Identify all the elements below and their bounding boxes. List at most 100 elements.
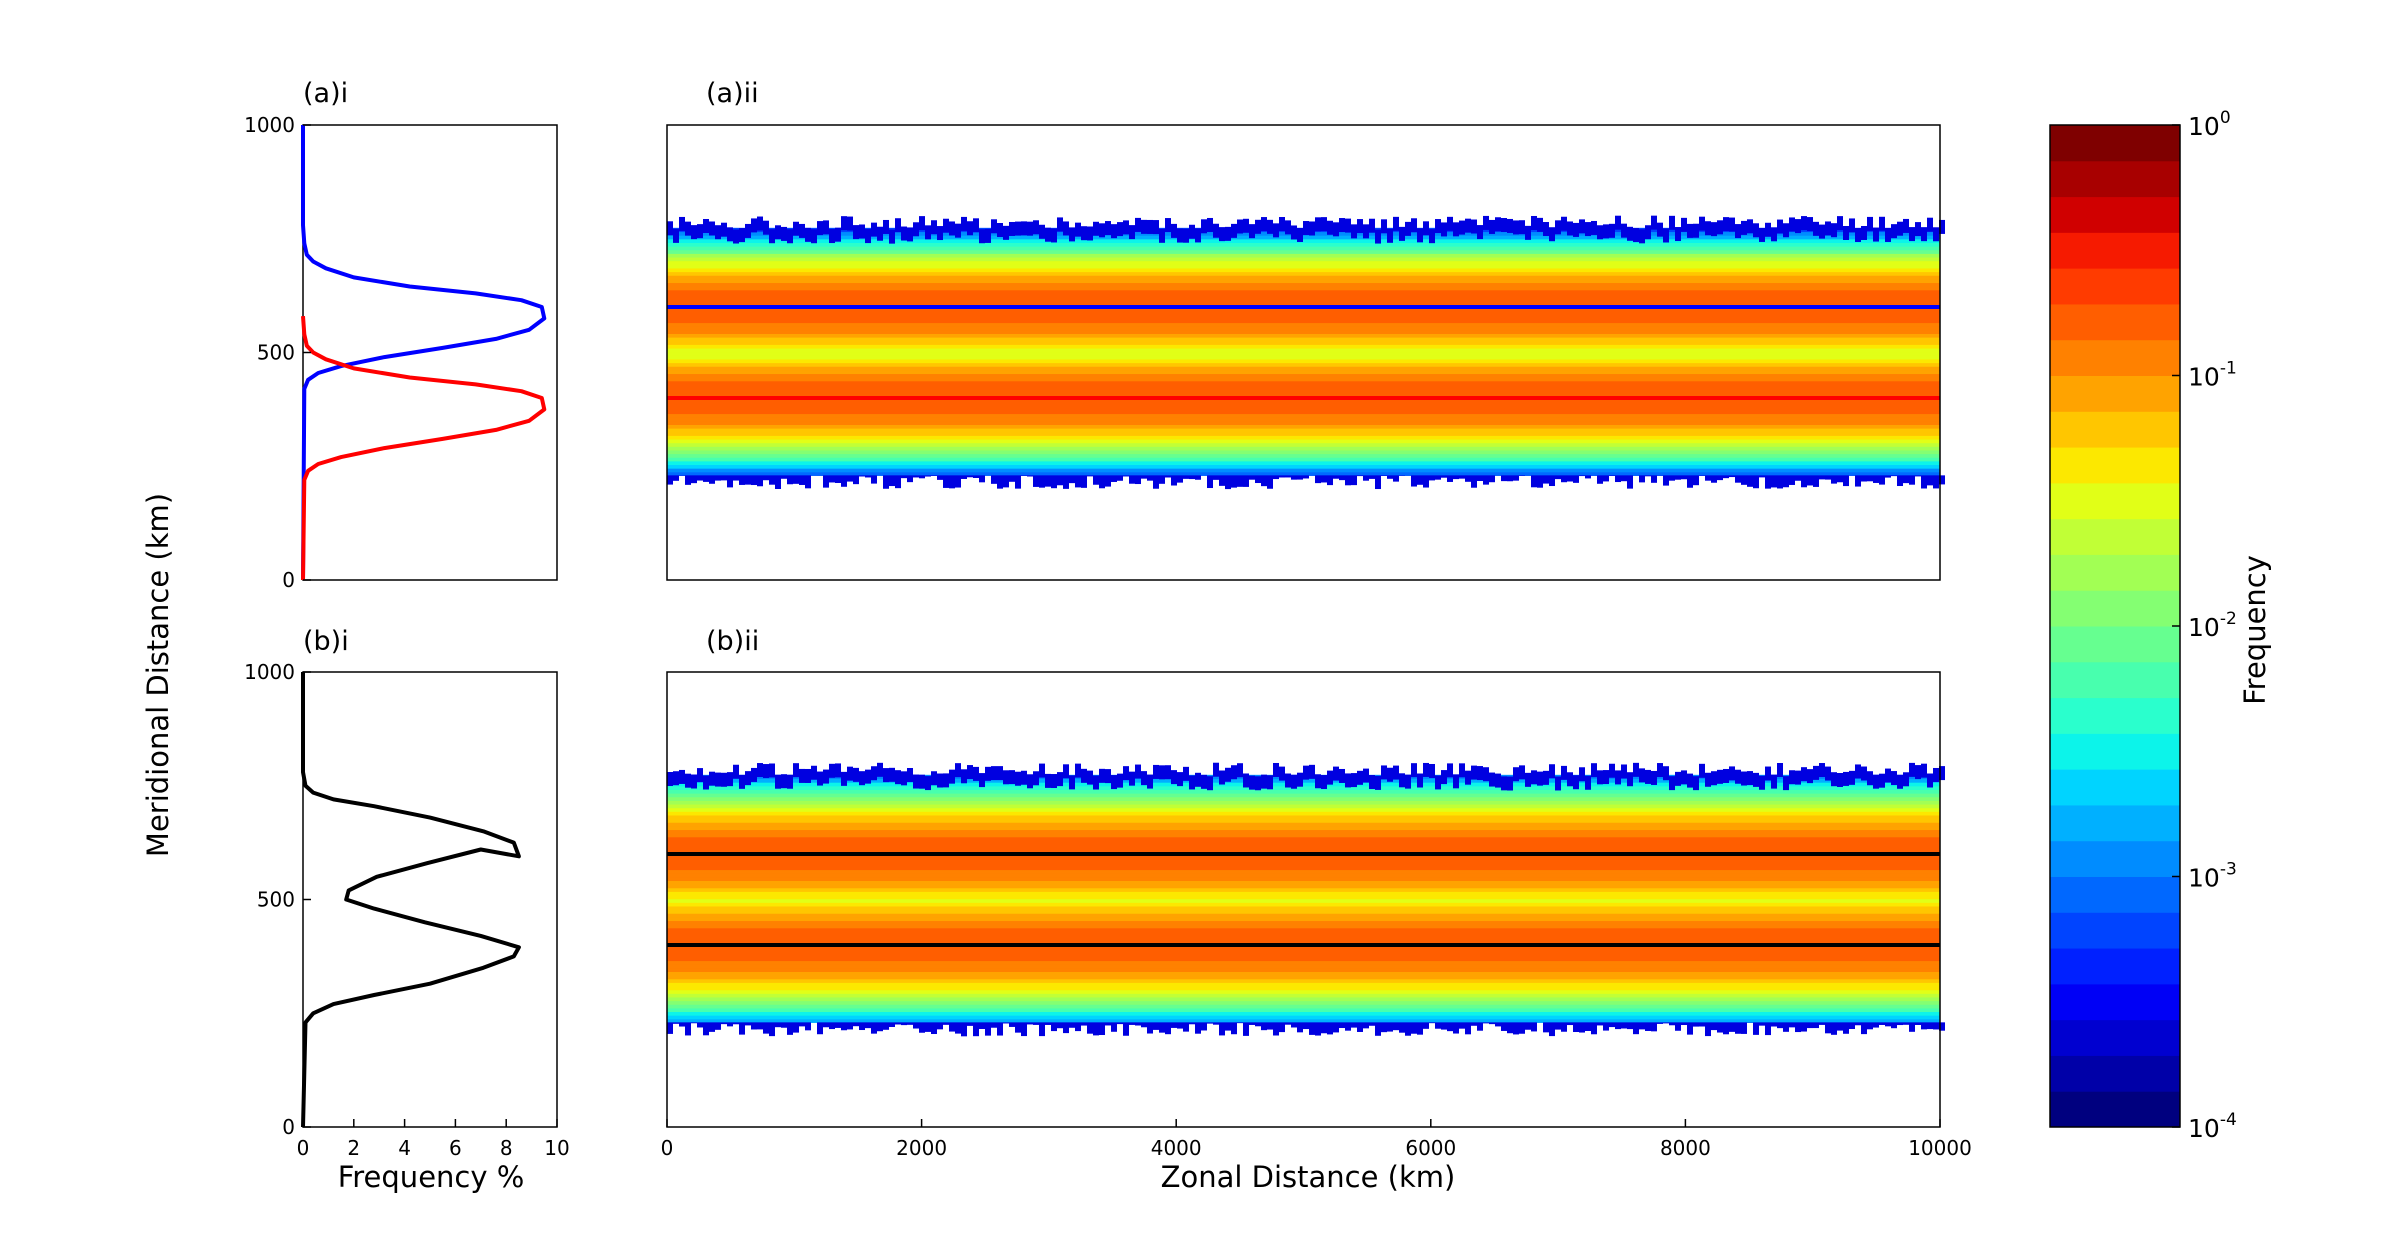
heatmap-edge — [1243, 475, 1249, 487]
heatmap-edge — [895, 475, 901, 489]
heatmap-band — [667, 431, 1940, 436]
heatmap-edge — [1405, 774, 1411, 789]
heatmap-edge — [1651, 475, 1657, 483]
heatmap-edge — [1177, 228, 1183, 243]
heatmap-edge — [1561, 1022, 1567, 1032]
heatmap-edge — [1003, 770, 1009, 785]
heatmap-edge — [1801, 767, 1807, 782]
heatmap-edge — [1471, 765, 1477, 780]
heatmap-edge — [1339, 1022, 1345, 1029]
heatmap-edge — [1027, 1022, 1033, 1025]
heatmap-edge — [1129, 771, 1135, 786]
heatmap-edge — [1111, 475, 1117, 482]
heatmap-edge — [1543, 770, 1549, 785]
heatmap-edge — [949, 221, 955, 236]
colorbar-swatch — [2050, 626, 2180, 663]
heatmap-edge — [1081, 475, 1087, 488]
heatmap-edge — [1621, 764, 1627, 779]
heatmap-edge — [1441, 475, 1447, 478]
heatmap-edge — [1303, 475, 1309, 479]
heatmap-edge — [943, 218, 949, 233]
heatmap-edge — [865, 769, 871, 784]
heatmap-edge — [1627, 226, 1633, 241]
heatmap-band — [667, 464, 1940, 469]
heatmap-edge — [1459, 220, 1465, 235]
heatmap-edge — [1879, 773, 1885, 788]
heatmap-edge — [907, 1022, 913, 1025]
heatmap-edge — [1165, 765, 1171, 780]
heatmap-edge — [1045, 773, 1051, 788]
heatmap-edge — [793, 221, 799, 236]
heatmap-edge — [1189, 1022, 1195, 1025]
heatmap-edge — [1765, 766, 1771, 781]
heatmap-edge — [955, 1022, 961, 1034]
heatmap-edge — [1417, 228, 1423, 243]
heatmap-edge — [1831, 475, 1837, 484]
heatmap-edge — [757, 763, 763, 778]
heatmap-edge — [1543, 1022, 1549, 1033]
heatmap-edge — [955, 763, 961, 778]
y-tick-label: 0 — [282, 568, 295, 592]
heatmap-edge — [715, 475, 721, 481]
heatmap-edge — [1021, 1022, 1027, 1037]
heatmap-band — [667, 796, 1940, 801]
heatmap-edge — [1249, 775, 1255, 790]
heatmap-edge — [793, 1022, 799, 1033]
heatmap-edge — [1009, 475, 1015, 482]
heatmap-edge — [865, 475, 871, 478]
heatmap-edge — [1687, 223, 1693, 238]
colorbar-swatch — [2050, 590, 2180, 627]
heatmap-edge — [1645, 769, 1651, 784]
heatmap-edge — [1339, 768, 1345, 783]
colorbar-swatch — [2050, 554, 2180, 591]
heatmap-edge — [1663, 475, 1669, 486]
heatmap-band — [667, 391, 1940, 396]
heatmap-edge — [1861, 1022, 1867, 1035]
heatmap-edge — [1873, 774, 1879, 789]
heatmap-edge — [925, 776, 931, 791]
heatmap-edge — [1729, 475, 1735, 478]
heatmap-edge — [1465, 1022, 1471, 1035]
heatmap-band — [667, 315, 1940, 320]
heatmap-edge — [721, 772, 727, 787]
heatmap-edge — [1489, 772, 1495, 787]
colorbar-label: Frequency — [2238, 555, 2272, 705]
heatmap-edge — [1933, 227, 1939, 242]
heatmap-edge — [1525, 225, 1531, 240]
heatmap-edge — [1471, 219, 1477, 234]
heatmap-edge — [1177, 772, 1183, 787]
heatmap-edge — [1603, 770, 1609, 785]
heatmap-edge — [991, 219, 997, 234]
heatmap-edge — [1699, 763, 1705, 778]
heatmap-band — [667, 278, 1940, 284]
heatmap-edge — [991, 766, 997, 781]
heatmap-edge — [1273, 762, 1279, 777]
heatmap-edge — [1117, 773, 1123, 788]
heatmap-edge — [1855, 475, 1861, 487]
heatmap-aii — [666, 124, 1945, 581]
heatmap-edge — [1267, 775, 1273, 790]
heatmap-edge — [1117, 1022, 1123, 1025]
heatmap-edge — [1411, 218, 1417, 233]
heatmap-band — [667, 366, 1940, 371]
x-tick-label: 2 — [347, 1136, 360, 1160]
heatmap-edge — [1765, 222, 1771, 237]
x-tick-label: 8 — [500, 1136, 513, 1160]
heatmap-edge — [1903, 772, 1909, 787]
heatmap-edge — [1009, 221, 1015, 236]
heatmap-edge — [727, 227, 733, 242]
heatmap-edge — [985, 766, 991, 781]
colorbar-tick-label: 10-1 — [2188, 359, 2237, 392]
heatmap-edge — [1735, 475, 1741, 483]
heatmap-edge — [1189, 775, 1195, 790]
heatmap-edge — [1705, 772, 1711, 787]
heatmap-edge — [1621, 475, 1627, 482]
heatmap-band — [667, 322, 1940, 327]
heatmap-edge — [1693, 776, 1699, 791]
heatmap-band — [667, 242, 1940, 247]
heatmap-band — [667, 843, 1940, 849]
heatmap-edge — [1033, 475, 1039, 487]
heatmap-edge — [1615, 770, 1621, 785]
heatmap-edge — [1879, 475, 1885, 485]
heatmap-edge — [1897, 774, 1903, 789]
